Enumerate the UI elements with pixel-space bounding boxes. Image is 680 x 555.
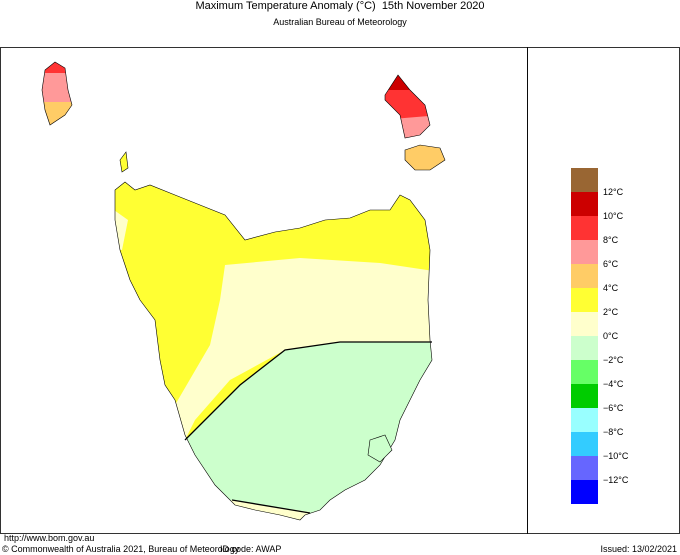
legend-label: 10°C — [603, 211, 624, 221]
legend-swatch — [571, 264, 598, 288]
legend-swatch — [571, 288, 598, 312]
footer-issued: Issued: 13/02/2021 — [600, 544, 677, 554]
legend-swatch — [571, 360, 598, 384]
legend-swatch — [571, 312, 598, 336]
map — [41, 61, 446, 521]
legend-swatch — [571, 336, 598, 360]
subtitle: Australian Bureau of Meteorology — [273, 17, 407, 27]
legend-swatch — [571, 192, 598, 216]
legend-swatch — [571, 432, 598, 456]
legend-label: −6°C — [603, 403, 624, 413]
title: Maximum Temperature Anomaly (°C) 15th No… — [195, 0, 484, 12]
legend-label: −4°C — [603, 379, 624, 389]
footer-url: http://www.bom.gov.au — [4, 533, 94, 543]
footer-copyright: © Commonwealth of Australia 2021, Bureau… — [2, 544, 240, 554]
legend-label: 0°C — [603, 331, 619, 341]
legend-label: 6°C — [603, 259, 619, 269]
legend-label: 12°C — [603, 187, 624, 197]
legend-label: 4°C — [603, 283, 619, 293]
legend-label: −12°C — [603, 475, 629, 485]
legend-swatch — [571, 240, 598, 264]
legend-label: 2°C — [603, 307, 619, 317]
legend-swatch — [571, 408, 598, 432]
legend-swatch — [571, 456, 598, 480]
footer-id: ID code: AWAP — [220, 544, 281, 554]
legend-swatch — [571, 168, 598, 192]
legend: 12°C 10°C 8°C 6°C 4°C 2°C 0°C −2°C −4°C −6°C −8°C −… — [571, 168, 629, 504]
legend-swatch — [571, 216, 598, 240]
legend-label: −8°C — [603, 427, 624, 437]
legend-label: −2°C — [603, 355, 624, 365]
legend-label: 8°C — [603, 235, 619, 245]
legend-label: −10°C — [603, 451, 629, 461]
legend-swatch — [571, 384, 598, 408]
legend-swatch — [571, 480, 598, 504]
